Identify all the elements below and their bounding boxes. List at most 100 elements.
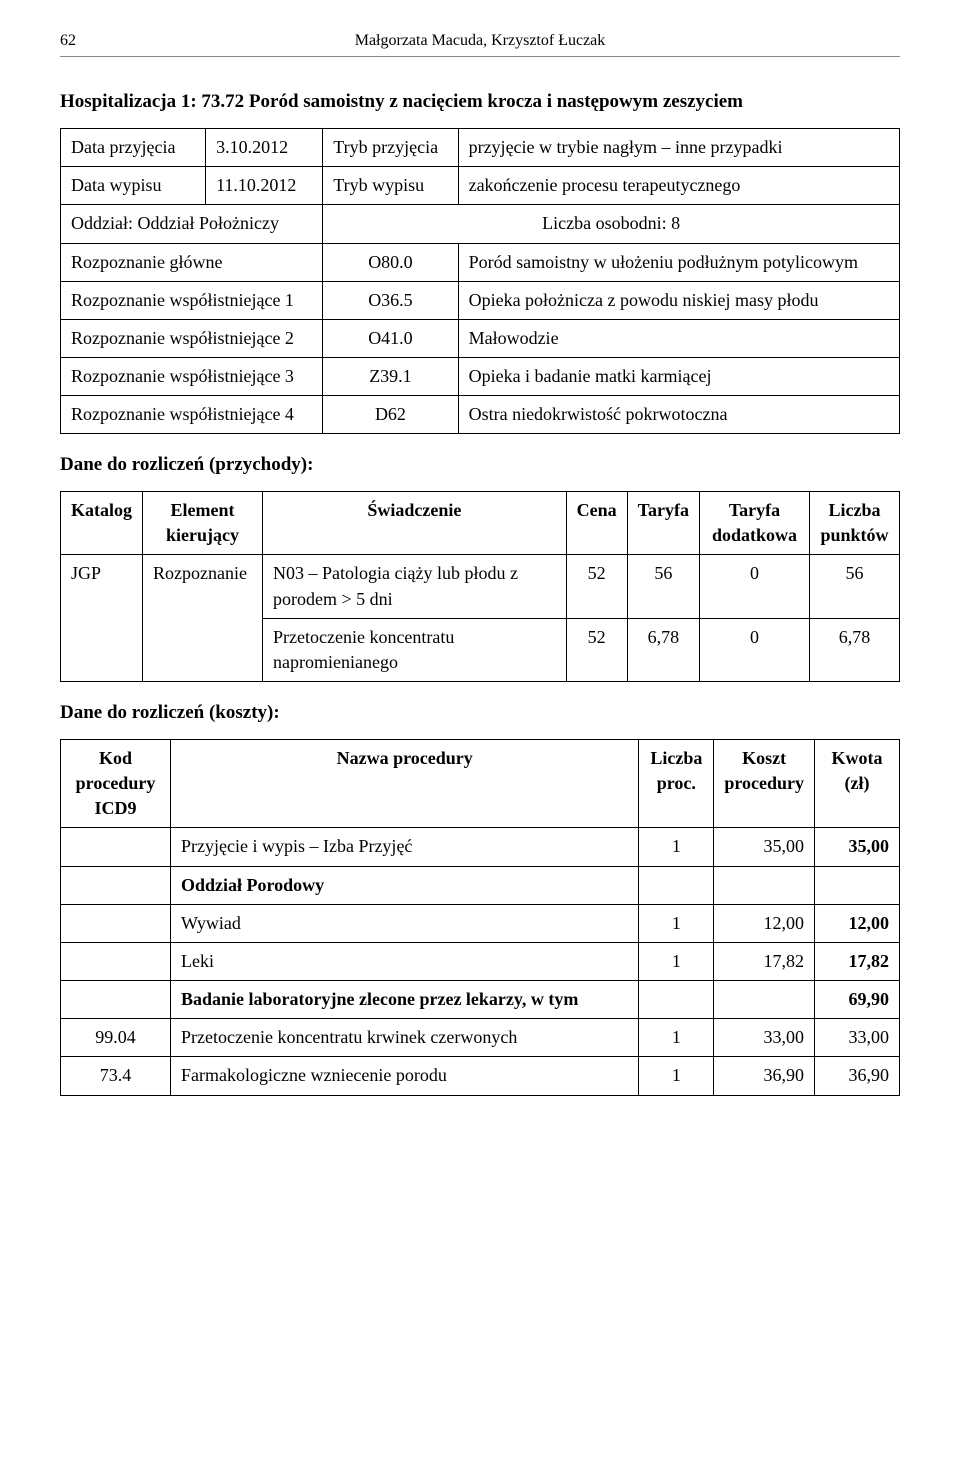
kwota-cell: 33,00	[815, 1019, 900, 1057]
liczba-cell	[639, 866, 714, 904]
table-row: 99.04Przetoczenie koncentratu krwinek cz…	[61, 1019, 900, 1057]
col-nazwa: Nazwa procedury	[171, 739, 639, 828]
punkty-cell: 56	[810, 555, 900, 618]
nazwa-cell: Przyjęcie i wypis – Izba Przyjęć	[171, 828, 639, 866]
col-swiadczenie: Świadczenie	[263, 492, 567, 555]
section-title: Hospitalizacja 1: 73.72 Poród samoistny …	[60, 89, 900, 116]
col-katalog: Katalog	[61, 492, 143, 555]
rozpoznanie-label: Rozpoznanie współistniejące 1	[61, 281, 323, 319]
nazwa-cell: Leki	[171, 942, 639, 980]
rozpoznanie-desc: Małowodzie	[458, 319, 899, 357]
icd-code: O36.5	[323, 281, 458, 319]
value: zakończenie procesu terapeutycznego	[458, 167, 899, 205]
table-row: Data wypisu 11.10.2012 Tryb wypisu zakoń…	[61, 167, 900, 205]
header-spacer	[872, 30, 900, 52]
nazwa-cell: Oddział Porodowy	[171, 866, 639, 904]
col-liczba: Liczba proc.	[639, 739, 714, 828]
rozpoznanie-label: Rozpoznanie główne	[61, 243, 323, 281]
taryfa-cell: 6,78	[627, 618, 699, 681]
koszty-title: Dane do rozliczeń (koszty):	[60, 700, 900, 727]
page-number: 62	[60, 30, 88, 52]
taryfa-cell: 56	[627, 555, 699, 618]
col-koszt: Koszt procedury	[714, 739, 815, 828]
icd-code: O41.0	[323, 319, 458, 357]
table-row: Leki117,8217,82	[61, 942, 900, 980]
table-row: Rozpoznanie współistniejące 4 D62 Ostra …	[61, 396, 900, 434]
table-row: Oddział Porodowy	[61, 866, 900, 904]
osobodni-label: Liczba osobodni: 8	[323, 205, 900, 243]
authors: Małgorzata Macuda, Krzysztof Łuczak	[88, 30, 872, 52]
kod-cell	[61, 828, 171, 866]
koszt-cell: 33,00	[714, 1019, 815, 1057]
rozpoznanie-label: Rozpoznanie współistniejące 3	[61, 358, 323, 396]
punkty-cell: 6,78	[810, 618, 900, 681]
oddzial-label: Oddział: Oddział Położniczy	[61, 205, 323, 243]
table-row: Oddział: Oddział Położniczy Liczba osobo…	[61, 205, 900, 243]
koszt-cell: 36,90	[714, 1057, 815, 1095]
table-row: Rozpoznanie główne O80.0 Poród samoistny…	[61, 243, 900, 281]
liczba-cell: 1	[639, 1057, 714, 1095]
nazwa-cell: Farmakologiczne wzniecenie porodu	[171, 1057, 639, 1095]
table-row: Rozpoznanie współistniejące 3 Z39.1 Opie…	[61, 358, 900, 396]
swiadczenie-cell: Przetoczenie koncentratu napromienianego	[263, 618, 567, 681]
table-row: Data przyjęcia 3.10.2012 Tryb przyjęcia …	[61, 128, 900, 166]
table-row: Rozpoznanie współistniejące 2 O41.0 Mało…	[61, 319, 900, 357]
cena-cell: 52	[566, 618, 627, 681]
kwota-cell: 69,90	[815, 981, 900, 1019]
kod-cell	[61, 942, 171, 980]
kwota-cell: 17,82	[815, 942, 900, 980]
cena-cell: 52	[566, 555, 627, 618]
value: 3.10.2012	[206, 128, 323, 166]
icd-code: Z39.1	[323, 358, 458, 396]
table-row: Rozpoznanie współistniejące 1 O36.5 Opie…	[61, 281, 900, 319]
label: Tryb przyjęcia	[323, 128, 458, 166]
icd-code: D62	[323, 396, 458, 434]
table-row: JGP Rozpoznanie N03 – Patologia ciąży lu…	[61, 555, 900, 618]
col-taryfa: Taryfa	[627, 492, 699, 555]
col-cena: Cena	[566, 492, 627, 555]
koszty-table: Kod procedury ICD9 Nazwa procedury Liczb…	[60, 739, 900, 1096]
value: przyjęcie w trybie nagłym – inne przypad…	[458, 128, 899, 166]
koszt-cell: 35,00	[714, 828, 815, 866]
katalog-cell: JGP	[61, 555, 143, 682]
kwota-cell: 12,00	[815, 904, 900, 942]
taryfa-dod-cell: 0	[700, 618, 810, 681]
page-header: 62 Małgorzata Macuda, Krzysztof Łuczak	[60, 30, 900, 57]
label: Tryb wypisu	[323, 167, 458, 205]
liczba-cell	[639, 981, 714, 1019]
koszt-cell	[714, 866, 815, 904]
liczba-cell: 1	[639, 1019, 714, 1057]
col-element: Element kierujący	[143, 492, 263, 555]
label: Data przyjęcia	[61, 128, 206, 166]
rozpoznanie-label: Rozpoznanie współistniejące 4	[61, 396, 323, 434]
rozpoznanie-label: Rozpoznanie współistniejące 2	[61, 319, 323, 357]
taryfa-dod-cell: 0	[700, 555, 810, 618]
koszt-cell: 17,82	[714, 942, 815, 980]
kod-cell	[61, 981, 171, 1019]
kod-cell: 99.04	[61, 1019, 171, 1057]
kwota-cell: 36,90	[815, 1057, 900, 1095]
przychody-table: Katalog Element kierujący Świadczenie Ce…	[60, 491, 900, 682]
liczba-cell: 1	[639, 942, 714, 980]
koszt-cell	[714, 981, 815, 1019]
col-kod: Kod procedury ICD9	[61, 739, 171, 828]
kod-cell	[61, 866, 171, 904]
table-header-row: Katalog Element kierujący Świadczenie Ce…	[61, 492, 900, 555]
value: 11.10.2012	[206, 167, 323, 205]
rozpoznanie-desc: Ostra niedokrwistość pokrwotoczna	[458, 396, 899, 434]
label: Data wypisu	[61, 167, 206, 205]
table-row: 73.4Farmakologiczne wzniecenie porodu136…	[61, 1057, 900, 1095]
kod-cell	[61, 904, 171, 942]
nazwa-cell: Badanie laboratoryjne zlecone przez leka…	[171, 981, 639, 1019]
koszt-cell: 12,00	[714, 904, 815, 942]
table-header-row: Kod procedury ICD9 Nazwa procedury Liczb…	[61, 739, 900, 828]
rozpoznanie-desc: Poród samoistny w ułożeniu podłużnym pot…	[458, 243, 899, 281]
rozpoznanie-desc: Opieka i badanie matki karmiącej	[458, 358, 899, 396]
nazwa-cell: Przetoczenie koncentratu krwinek czerwon…	[171, 1019, 639, 1057]
icd-code: O80.0	[323, 243, 458, 281]
element-cell: Rozpoznanie	[143, 555, 263, 682]
kwota-cell: 35,00	[815, 828, 900, 866]
przychody-title: Dane do rozliczeń (przychody):	[60, 452, 900, 479]
table-row: Wywiad112,0012,00	[61, 904, 900, 942]
col-punkty: Liczba punktów	[810, 492, 900, 555]
